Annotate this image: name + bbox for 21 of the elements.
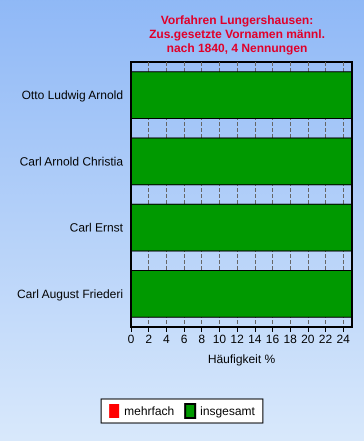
x-tick-label: 16 [266,332,280,346]
x-tick-label: 24 [336,332,350,346]
x-tick-label: 20 [301,332,315,346]
legend-label: mehrfach [124,404,174,418]
x-tick-label: 8 [198,332,206,346]
x-tick-label: 18 [283,332,298,346]
x-tick-label: 10 [212,332,226,346]
x-tick-label: 12 [230,332,244,346]
x-tick-label: 6 [180,332,188,346]
x-tick-label: 22 [318,332,332,346]
chart-title: Vorfahren Lungershausen: Zus.gesetzte Vornamen männl. nach 1840, 4 Nennungen [149,13,325,55]
x-tick-label: 2 [145,332,152,346]
legend-label: insgesamt [200,404,256,418]
y-tick-label: Carl Ernst [70,220,124,235]
y-tick-label: Otto Ludwig Arnold [22,88,123,102]
x-tick-label: 4 [163,332,170,346]
y-tick-label: Carl Arnold Christia [20,154,124,168]
x-tick-label: 0 [128,332,135,346]
x-tick-label: 14 [248,332,262,346]
y-tick-label: Carl August Friederi [16,286,123,301]
x-axis-title: Häufigkeit % [208,352,276,366]
